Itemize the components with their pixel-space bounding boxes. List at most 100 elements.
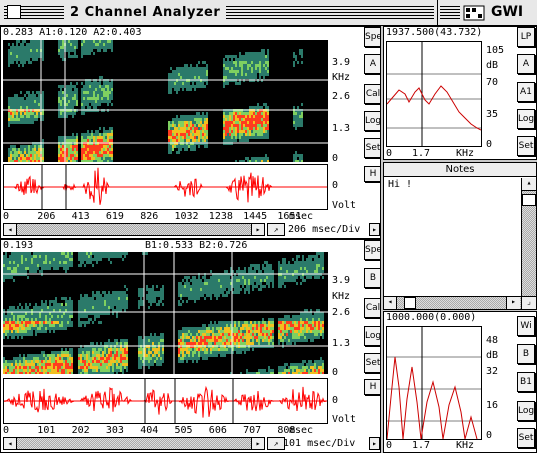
spectrum-b-readout: 1000.000(0.000) [386,312,477,323]
channel-b-spe-button[interactable]: Spe [364,240,380,260]
channel-b-set-button[interactable]: Set [364,353,380,373]
notes-horizontal-scrollbar[interactable]: ◂ ▸ ⌟ [384,296,536,309]
channel-a-zoom-icon[interactable]: ↗ [267,223,285,236]
spectrum-a-y-tick: 70 [486,77,499,88]
spectrum-a-y-unit: dB [486,60,499,71]
scroll-thumb[interactable] [522,194,536,206]
spectrum-a-curve [386,42,482,146]
channel-b-wave-unit: Volt [332,414,357,425]
time-tick-label: 0 [3,425,10,436]
time-tick-label: 1238 [208,211,233,222]
channel-b-time-scale[interactable]: 101 msec/Div [283,438,356,449]
channel-a-spectrogram[interactable] [3,40,328,163]
spectrum-b-wi-button[interactable]: Wi [517,316,535,336]
spectrum-a-y-tick: 35 [486,109,499,120]
channel-a-cal-button[interactable]: Cal [364,84,380,104]
spectrum-b-y-tick: 0 [486,430,493,441]
channel-a-waveform[interactable] [3,164,328,210]
channel-b-time-unit: msec [289,425,314,436]
spectrum-a-plot[interactable] [386,41,482,147]
channel-a-spe-button[interactable]: Spe [364,27,380,47]
spectrum-a-y-tick: 105 [486,45,505,56]
time-tick-label: 606 [208,425,227,436]
notes-text[interactable]: Hi ! [388,179,413,190]
channel-b-freq-tick: 3.9 [332,275,351,286]
spectrum-a-x-tick: 0 [386,148,393,159]
spectrum-a-lp-button[interactable]: LP [517,27,535,47]
scroll-right-icon[interactable]: ▸ [251,224,264,235]
spectrum-b-y-tick: 16 [486,400,499,411]
channel-b-log-button[interactable]: Log [364,326,380,346]
channel-a-freq-tick: 2.6 [332,91,351,102]
time-tick-label: 202 [71,425,90,436]
notes-title: Notes [384,163,536,177]
channel-a-h-button[interactable]: H [364,166,380,182]
spectrum-b-x-unit: KHz [456,440,475,451]
spectrum-b-curve [386,327,481,440]
spectrum-b-panel: 1000.000(0.000) 48 dB 32 16 0 0 1.7 KHz … [383,311,537,453]
spectrum-b-plot[interactable] [386,326,482,440]
channel-a-spectrogram-image [3,40,328,163]
spectrum-b-log-button[interactable]: Log [517,401,535,421]
brand-label: GWI [491,4,524,20]
scroll-thumb[interactable] [404,297,416,309]
channel-b-zoom-icon[interactable]: ↗ [267,437,285,450]
channel-b-scrollbar[interactable]: ◂ ▸ [3,437,265,450]
time-tick-label: 0 [3,211,10,222]
spectrum-b-b1-button[interactable]: B1 [517,372,535,392]
notes-vertical-scrollbar[interactable]: ▴ [521,178,536,296]
channel-b-waveform[interactable] [3,378,328,424]
channel-a-scrollbar[interactable]: ◂ ▸ [3,223,265,236]
scroll-left-icon[interactable]: ◂ [4,224,17,235]
time-tick-label: 1445 [243,211,268,222]
channel-a-freq-tick: 1.3 [332,123,351,134]
channel-b-scale-arrow-icon[interactable]: ▸ [369,437,380,450]
channel-a-a-button[interactable]: A [364,54,380,74]
channel-b-freq-unit: KHz [332,291,351,302]
spectrum-a-x-unit: KHz [456,148,475,159]
scroll-right-icon[interactable]: ▸ [506,297,520,309]
scroll-right-icon[interactable]: ▸ [251,438,264,449]
time-tick-label: 303 [105,425,124,436]
scroll-left-icon[interactable]: ◂ [384,297,397,309]
channel-a-set-button[interactable]: Set [364,138,380,158]
spectrum-b-x-tick: 1.7 [412,440,431,451]
spectrum-b-x-tick: 0 [386,440,393,451]
close-box-icon[interactable] [7,5,21,19]
spectrum-b-y-tick: 48 [486,335,499,346]
grid-logo-icon [463,5,485,21]
time-tick-label: 619 [105,211,124,222]
channel-a-log-button[interactable]: Log [364,111,380,131]
spectrum-a-a-button[interactable]: A [517,54,535,74]
channel-a-wave-zero: 0 [332,180,339,191]
resize-corner-icon[interactable]: ⌟ [521,297,536,309]
channel-a-panel: 0.283 A1:0.120 A2:0.403 3.9 KHz 2.6 1.3 … [0,26,381,239]
channel-b-wave-zero: 0 [332,395,339,406]
channel-b-waveform-image [3,379,327,423]
channel-b-cal-button[interactable]: Cal [364,298,380,318]
spectrum-b-y-tick: 32 [486,366,499,377]
spectrum-a-a1-button[interactable]: A1 [517,82,535,102]
channel-b-b-button[interactable]: B [364,268,380,288]
spectrum-a-panel: 1937.500(43.732) 105 dB 70 35 0 0 1.7 KH… [383,26,537,160]
notes-panel: Notes Hi ! ▴ ◂ ▸ ⌟ [383,162,537,310]
channel-a-freq-tick: 3.9 [332,57,351,68]
time-tick-label: 101 [37,425,56,436]
channel-a-scale-arrow-icon[interactable]: ▸ [369,223,380,236]
spectrum-b-b-button[interactable]: B [517,344,535,364]
channel-b-h-button[interactable]: H [364,379,380,395]
scroll-left-icon[interactable]: ◂ [4,438,17,449]
time-tick-label: 206 [37,211,56,222]
channel-a-cursor-readout: 0.283 A1:0.120 A2:0.403 [3,27,142,38]
channel-b-spectrogram[interactable] [3,252,328,375]
spectrum-a-set-button[interactable]: Set [517,136,535,156]
title-bar[interactable]: 2 Channel Analyzer GWI [0,0,537,26]
spectrum-b-set-button[interactable]: Set [517,428,535,448]
channel-b-cursor-readout-right: B1:0.533 B2:0.726 [145,240,248,251]
channel-a-time-scale[interactable]: 206 msec/Div [288,224,361,235]
window-title: 2 Channel Analyzer [64,5,227,20]
spectrum-a-log-button[interactable]: Log [517,109,535,129]
scroll-up-icon[interactable]: ▴ [522,178,536,191]
spectrum-a-x-tick: 1.7 [412,148,431,159]
time-tick-label: 413 [71,211,90,222]
